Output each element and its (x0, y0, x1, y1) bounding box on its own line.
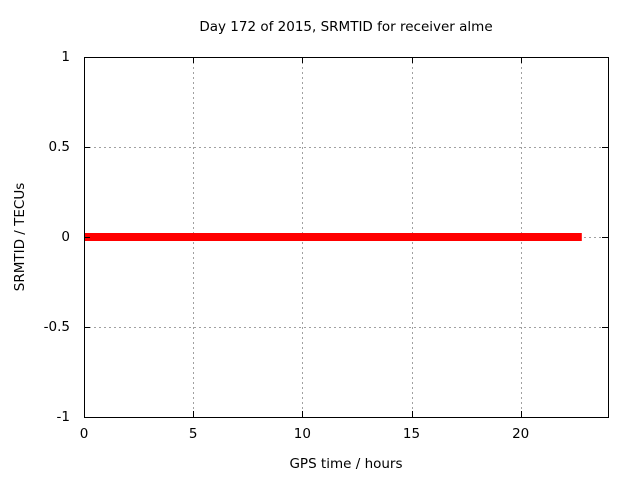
x-tick-label-10: 10 (293, 426, 311, 442)
y-tick-label--1: -1 (56, 409, 70, 425)
y-tick-label-0: 0 (61, 229, 70, 245)
x-tick-label-20: 20 (512, 426, 530, 442)
y-tick-label-1: 1 (61, 49, 70, 65)
y-axis-label: SRMTID / TECUs (12, 182, 28, 292)
y-tick-label--0.5: -0.5 (43, 319, 70, 335)
x-tick-label-15: 15 (402, 426, 421, 442)
chart-title: Day 172 of 2015, SRMTID for receiver alm… (199, 19, 493, 35)
x-tick-label-0: 0 (79, 426, 89, 442)
x-tick-label-5: 5 (188, 426, 198, 442)
y-tick-label-0.5: 0.5 (48, 139, 70, 155)
x-axis-label: GPS time / hours (289, 456, 403, 472)
